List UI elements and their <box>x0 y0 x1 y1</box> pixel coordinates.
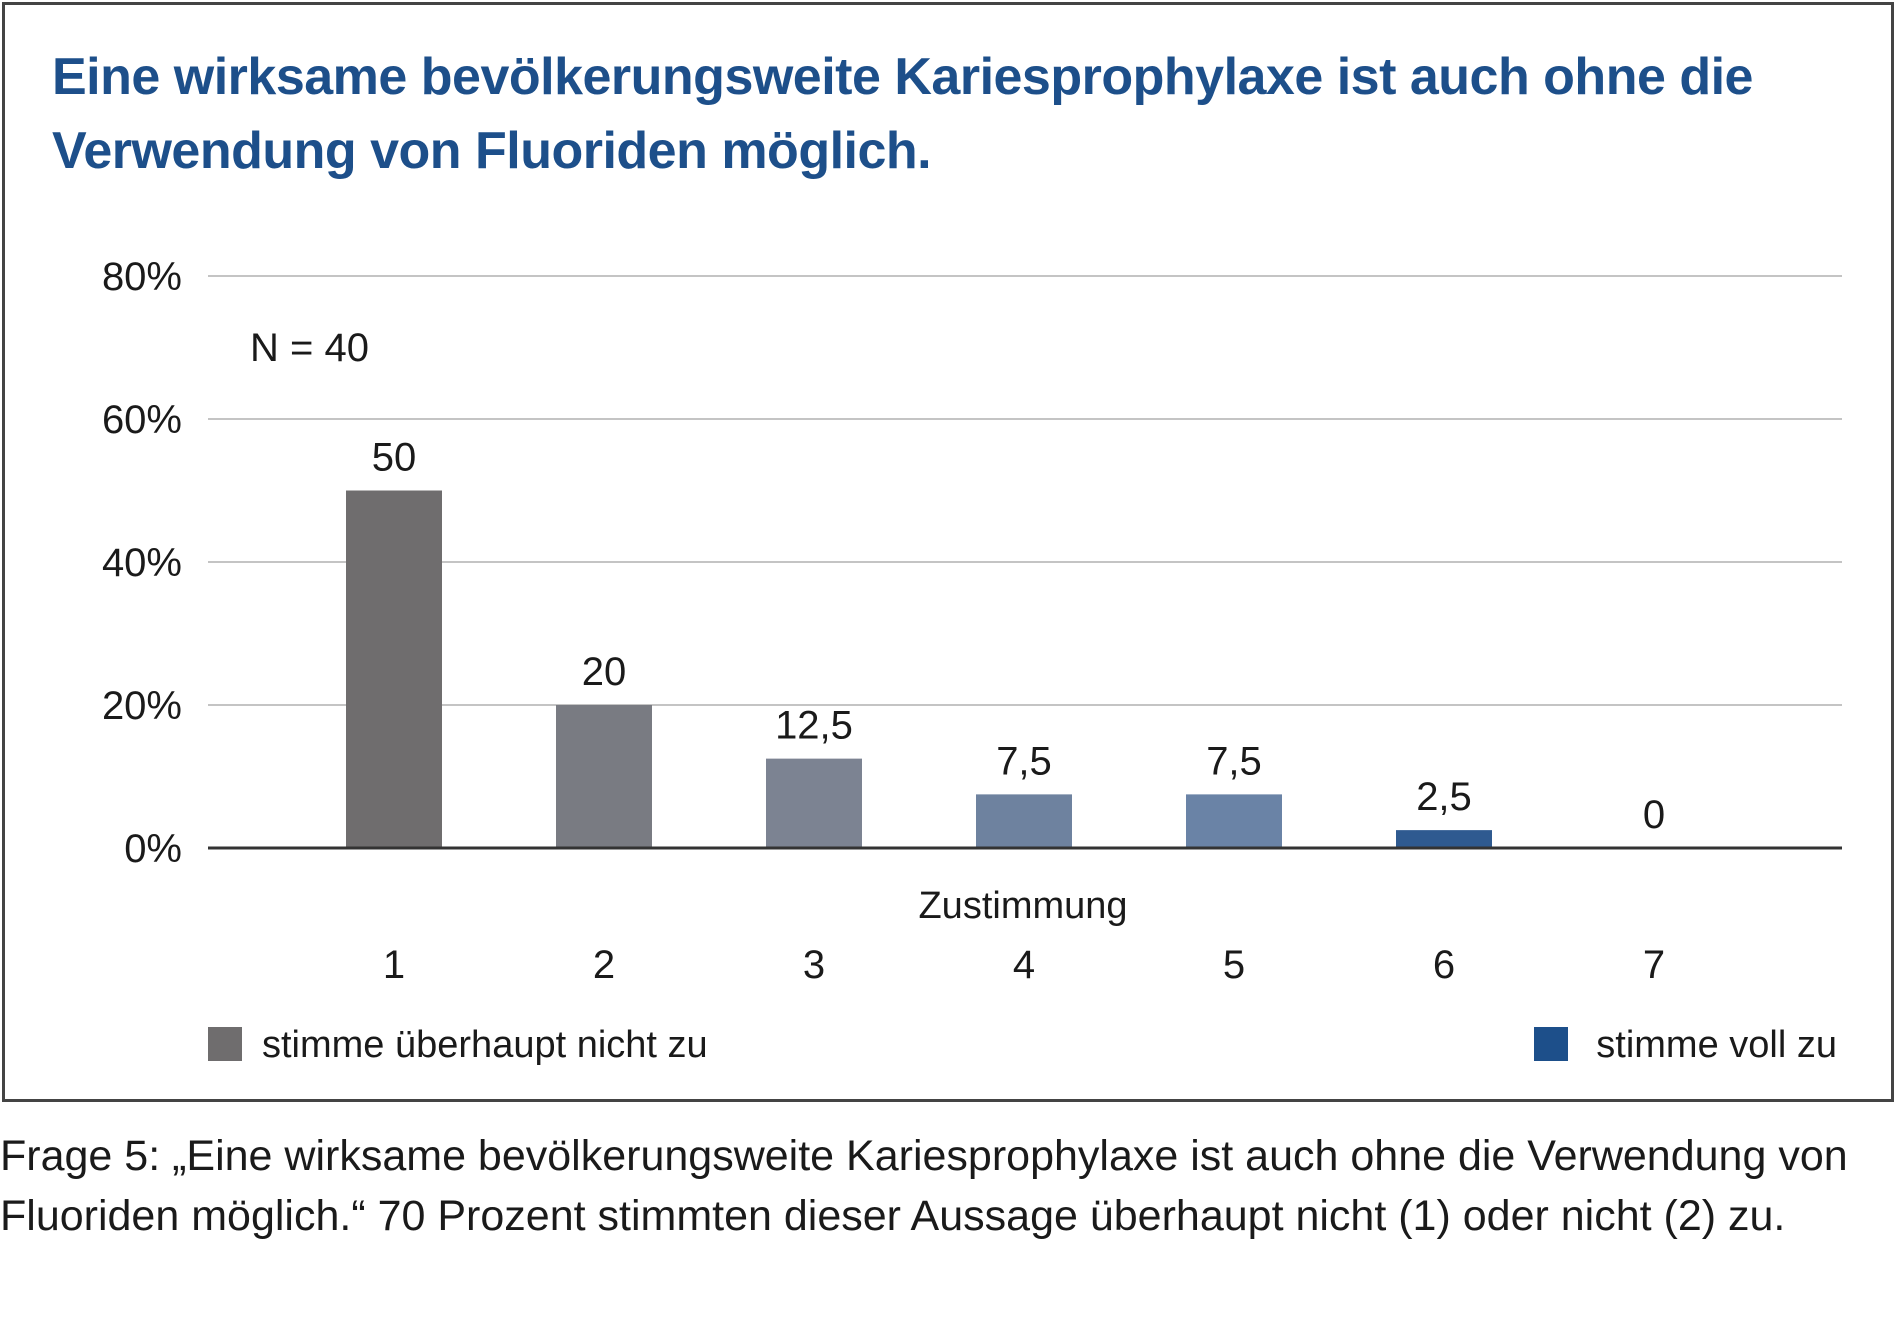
bar-2 <box>556 705 652 848</box>
legend-swatch-low <box>208 1027 242 1061</box>
sample-size-note: N = 40 <box>250 326 369 370</box>
y-tick-label: 0% <box>124 827 182 871</box>
chart-title: Eine wirksame bevölkerungsweite Kariespr… <box>52 48 1753 180</box>
y-tick-label: 80% <box>102 255 182 299</box>
value-labels: 50 20 12,5 7,5 7,5 2,5 0 <box>372 436 1665 838</box>
y-tick-label: 20% <box>102 684 182 728</box>
bar-5 <box>1186 794 1282 848</box>
value-label-4: 7,5 <box>996 739 1052 783</box>
legend-swatch-high <box>1534 1027 1568 1061</box>
value-label-3: 12,5 <box>775 704 853 748</box>
x-tick-label-2: 2 <box>593 943 615 987</box>
x-tick-label-3: 3 <box>803 943 825 987</box>
legend-label-low: stimme überhaupt nicht zu <box>262 1024 708 1066</box>
figure-frame <box>2 2 1894 1102</box>
value-label-1: 50 <box>372 436 417 480</box>
bars <box>346 490 1492 848</box>
y-axis-ticks: 0% 20% 40% 60% 80% <box>102 255 182 871</box>
value-label-6: 2,5 <box>1416 775 1472 819</box>
legend-label-high: stimme voll zu <box>1596 1024 1837 1066</box>
x-tick-label-7: 7 <box>1643 943 1665 987</box>
gridlines <box>208 275 1842 706</box>
value-label-5: 7,5 <box>1206 739 1262 783</box>
value-label-2: 20 <box>582 650 627 694</box>
x-tick-label-6: 6 <box>1433 943 1455 987</box>
x-tick-label-5: 5 <box>1223 943 1245 987</box>
bar-3 <box>766 758 862 848</box>
bar-1 <box>346 490 442 848</box>
legend: stimme überhaupt nicht zu stimme voll zu <box>208 1024 1837 1066</box>
bar-4 <box>976 794 1072 848</box>
bar-6 <box>1396 830 1492 848</box>
value-label-7: 0 <box>1643 793 1665 837</box>
bar-chart: 0% 20% 40% 60% 80% 50 20 12,5 7,5 7,5 2,5 0 1 2 3 4 5 6… <box>102 255 1842 1066</box>
y-tick-label: 40% <box>102 541 182 585</box>
y-tick-label: 60% <box>102 398 182 442</box>
x-tick-label-4: 4 <box>1013 943 1035 987</box>
x-axis-ticks: 1 2 3 4 5 6 7 <box>383 943 1665 987</box>
x-tick-label-1: 1 <box>383 943 405 987</box>
x-axis-label: Zustimmung <box>918 885 1127 927</box>
figure-caption: Frage 5: „Eine wirksame bevölkerungsweit… <box>0 1132 1848 1240</box>
